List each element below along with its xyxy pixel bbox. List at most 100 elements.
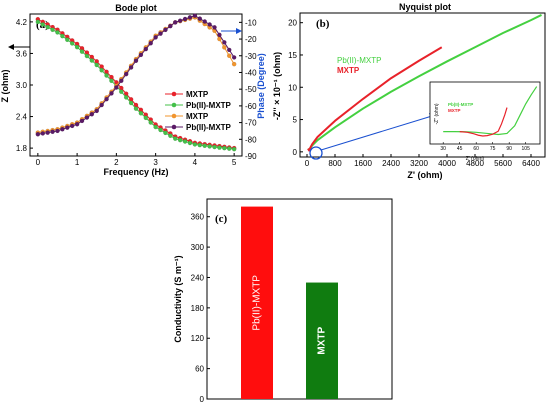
bode-legend-label: Pb(II)-MXTP <box>186 101 232 110</box>
nyquist-inset: Z' (ohm) -Z'' (ohm) 30 45 60 75 90 105 Pb(II)… <box>429 81 541 162</box>
conductivity-y-tick-label: 120 <box>191 334 205 343</box>
bode-data-point <box>163 27 168 33</box>
bode-data-point <box>222 45 227 50</box>
nyquist-plot-frame <box>299 12 546 158</box>
nyquist-y-tick-label: 5 <box>293 116 298 125</box>
bode-data-point <box>231 61 237 67</box>
nyquist-series-line <box>307 46 443 152</box>
bode-data-point <box>192 13 198 18</box>
bode-data-point <box>148 40 153 46</box>
conductivity-ticks: 0 60 120 180 240 300 360 <box>191 213 210 404</box>
bode-x-tick-label: 2 <box>114 158 119 167</box>
bode-x-tick-label: 5 <box>232 158 237 167</box>
bode-data-point <box>173 136 178 141</box>
bode-data-point <box>128 65 134 70</box>
bode-data-point <box>148 120 153 125</box>
bode-data-point <box>104 73 109 78</box>
nyquist-x-tick-label: 5600 <box>494 159 512 168</box>
conductivity-bar-label: MXTP <box>317 327 328 355</box>
bode-data-point <box>94 62 99 68</box>
bode-data-point <box>50 129 55 135</box>
conductivity-y-tick-label: 60 <box>195 365 204 374</box>
bode-data-point <box>226 146 232 151</box>
inset-x-tick-label: 75 <box>490 146 496 152</box>
bode-data-point <box>187 15 193 20</box>
nyquist-x-axis-label: Z' (ohm) <box>407 170 442 180</box>
inset-x-label: Z' (ohm) <box>466 156 485 162</box>
bode-data-point <box>153 124 158 130</box>
conductivity-bar-label: Pb(II)-MXTP <box>252 275 263 331</box>
bode-data-point <box>226 53 232 59</box>
nyquist-x-tick-label: 1600 <box>354 159 372 168</box>
bode-data-point <box>138 52 144 58</box>
nyquist-plot: (b) Nyquist plot Z' (ohm) -Z'' × 10⁻¹ (o… <box>272 2 546 180</box>
bode-data-point <box>217 32 222 38</box>
bode-data-point <box>119 89 124 94</box>
bode-data-point <box>197 142 203 148</box>
bode-x-tick-label: 3 <box>153 158 158 167</box>
zoom-pointer-line <box>320 115 433 151</box>
inset-y-label: -Z'' (ohm) <box>434 103 440 124</box>
conductivity-y-axis-label: Conductivity (S m⁻¹) <box>173 255 183 342</box>
inset-x-tick-label: 30 <box>440 146 446 152</box>
bode-right-y-tick-label: -20 <box>245 35 257 44</box>
bode-series <box>35 13 237 152</box>
bode-right-y-tick-label: -30 <box>245 52 257 61</box>
bode-data-point <box>69 41 75 46</box>
bode-data-point <box>119 78 124 84</box>
left-axis-arrow-head <box>8 44 14 50</box>
bode-data-point <box>79 118 85 124</box>
bode-data-point <box>109 78 114 84</box>
nyquist-plot-title: Nyquist plot <box>399 2 451 12</box>
bode-data-point <box>35 132 41 137</box>
nyquist-x-tick-label: 2400 <box>382 159 400 168</box>
bode-data-point <box>226 47 232 53</box>
inset-ticks: 30 45 60 75 90 105 <box>440 142 530 152</box>
panel-label-c: (c) <box>215 213 228 225</box>
bode-data-point <box>217 145 222 150</box>
bode-data-point <box>207 144 212 149</box>
nyquist-x-tick-label: 0 <box>305 159 310 168</box>
inset-series-line <box>459 107 508 137</box>
nyquist-x-tick-label: 4800 <box>466 159 484 168</box>
bode-ticks: 0 1 2 3 4 5 1.8 2.4 3.0 3.6 4.2 -10 -20 -30 -40 -50 -60 -… <box>16 18 257 167</box>
bode-data-point <box>187 140 193 146</box>
bode-data-point <box>207 22 212 27</box>
bode-arrows <box>8 28 242 50</box>
bode-data-point <box>123 95 129 100</box>
conductivity-bar <box>241 206 273 399</box>
bode-data-point <box>143 115 149 121</box>
bode-data-point <box>109 91 114 96</box>
bode-right-y-axis-label: Phase (Degree) <box>256 53 266 119</box>
bode-legend: MXTP Pb(II)-MXTP MXTP Pb(II)-MXTP <box>165 90 232 132</box>
bode-left-y-tick-label: 3.6 <box>16 49 28 58</box>
bode-left-y-tick-label: 3.0 <box>16 81 28 90</box>
bode-legend-marker <box>171 124 177 130</box>
bode-data-point <box>74 122 80 127</box>
bode-data-point <box>182 16 188 22</box>
bode-data-point <box>114 85 119 90</box>
bode-data-point <box>222 145 227 151</box>
nyquist-y-tick-label: 20 <box>288 19 297 28</box>
inset-x-tick-label: 105 <box>522 146 531 152</box>
nyquist-legend-label: Pb(II)-MXTP <box>337 56 381 65</box>
conductivity-y-tick-label: 360 <box>191 213 205 222</box>
inset-x-tick-label: 45 <box>457 146 463 152</box>
bode-left-y-tick-label: 4.2 <box>16 18 28 27</box>
bode-data-point <box>177 18 183 23</box>
bode-data-point <box>84 53 90 59</box>
bode-data-point <box>202 143 207 148</box>
right-axis-arrow-head <box>236 28 242 34</box>
bode-left-y-tick-label: 1.8 <box>16 144 28 153</box>
bode-legend-marker <box>171 102 177 108</box>
bode-right-y-tick-label: -90 <box>245 152 257 161</box>
bode-data-point <box>55 128 60 134</box>
bode-right-y-tick-label: -70 <box>245 119 257 128</box>
bode-data-point <box>158 127 163 133</box>
bode-data-point <box>163 130 168 136</box>
bode-x-axis-label: Frequency (Hz) <box>103 167 168 177</box>
inset-legend-label: Pb(II)-MXTP <box>448 102 473 107</box>
